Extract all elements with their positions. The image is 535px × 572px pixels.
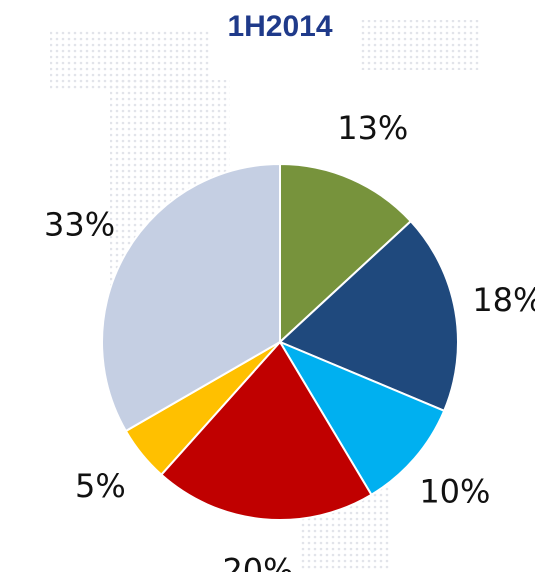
pie-slice <box>279 162 413 345</box>
data-label: 20% <box>222 551 293 572</box>
data-label: 33% <box>44 205 115 243</box>
pie-slice <box>277 339 446 497</box>
data-label: 18% <box>472 281 535 319</box>
pie-slice <box>159 340 373 521</box>
data-label: 5% <box>75 467 126 505</box>
pie-slice <box>278 219 459 413</box>
chart-title: 1H2014 <box>227 10 332 43</box>
data-label: 13% <box>337 109 408 147</box>
data-label: 10% <box>419 473 490 511</box>
pie-slice <box>101 162 281 433</box>
